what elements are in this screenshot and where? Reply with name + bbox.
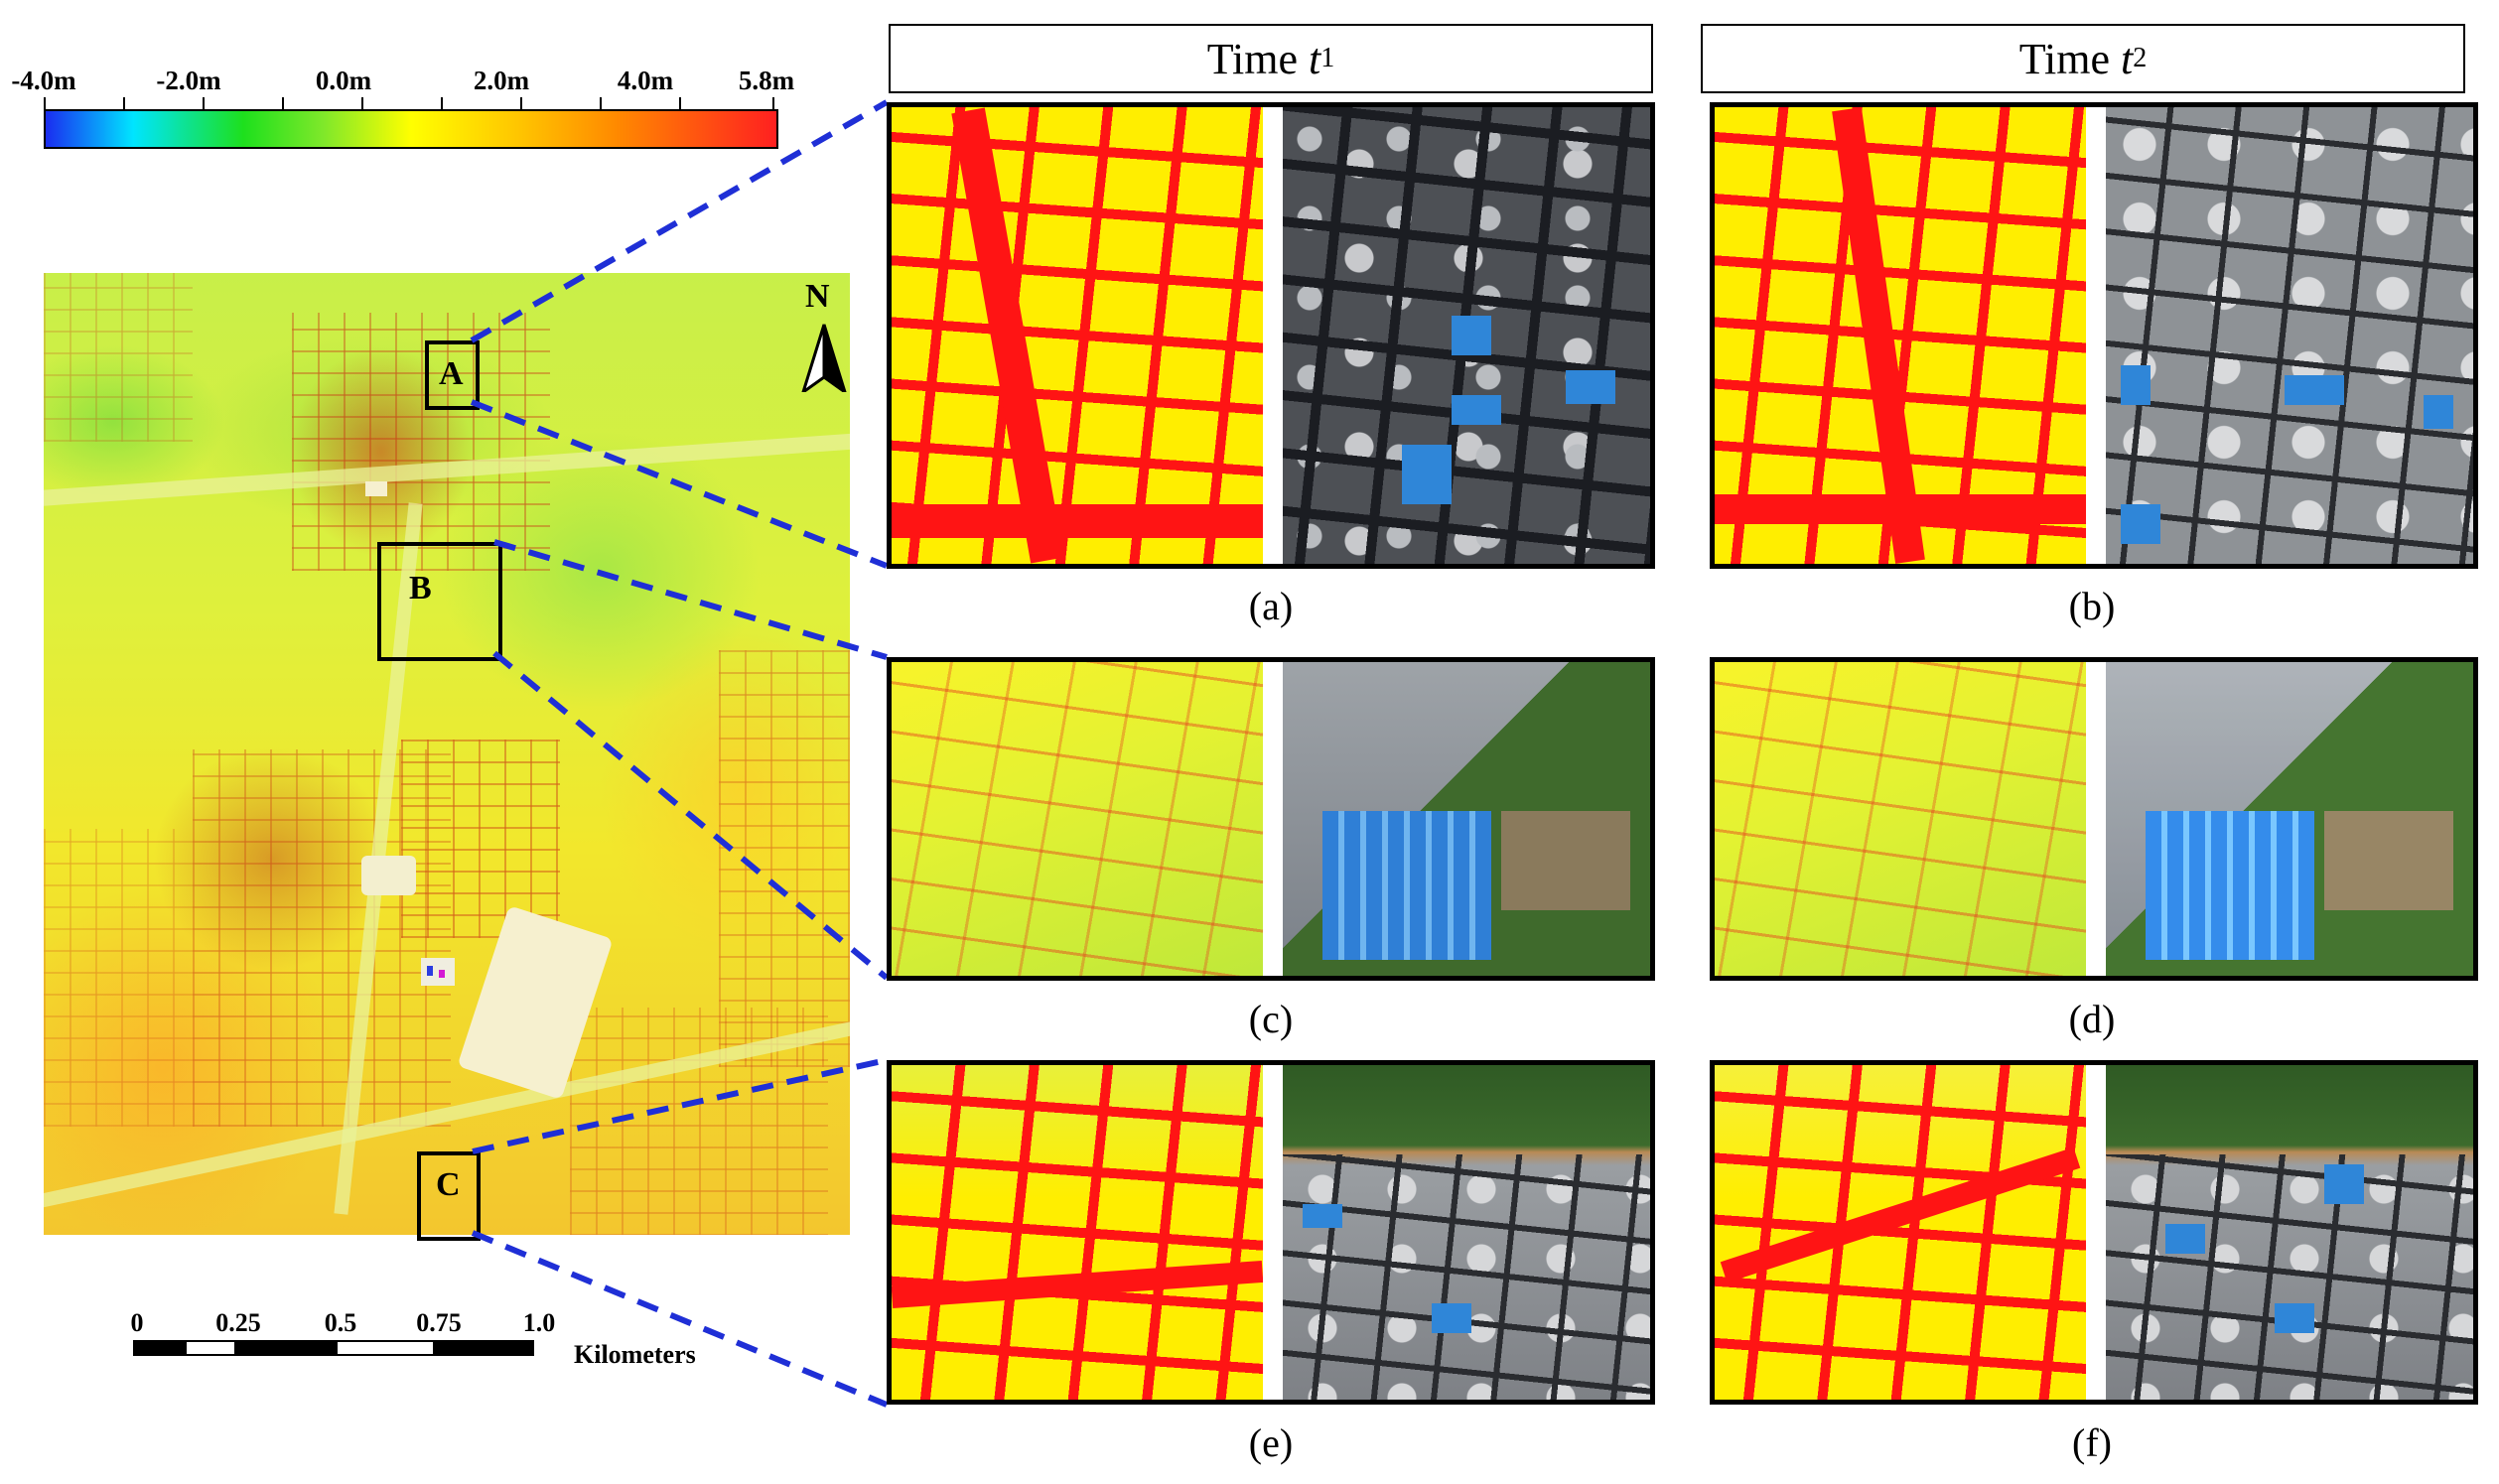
region-box-b[interactable] (377, 542, 502, 661)
built-area (44, 273, 193, 442)
scalebar-label: 1.0 (522, 1308, 556, 1337)
scalebar-segment (236, 1340, 336, 1356)
colorbar-tick (44, 97, 46, 109)
scalebar-label: 0.75 (416, 1308, 462, 1337)
scalebar-label: 0.5 (324, 1308, 357, 1337)
colorbar-label: 0.0m (315, 66, 372, 95)
colorbar-tick (520, 97, 522, 109)
aerial-photo-f (2106, 1065, 2473, 1400)
panel-a[interactable] (887, 102, 1655, 569)
scalebar-segment (336, 1340, 435, 1356)
header-sub: 2 (2133, 43, 2148, 73)
header-var: t (2121, 34, 2134, 83)
caption-f: (f) (2072, 1420, 2112, 1465)
header-sub: 1 (1320, 43, 1335, 73)
caption-c: (c) (1248, 997, 1294, 1041)
aerial-photo-e (1283, 1065, 1650, 1400)
aerial-photo-b (2106, 107, 2473, 564)
panel-d[interactable] (1710, 657, 2478, 981)
region-box-a[interactable] (425, 340, 480, 410)
colorbar-tick (441, 97, 443, 109)
built-area (193, 749, 451, 1127)
region-label-a: A (439, 355, 464, 392)
colorbar-label: 4.0m (617, 66, 674, 95)
panel-f[interactable] (1710, 1060, 2478, 1405)
no-data-patch (365, 481, 387, 496)
dsm-map-f (1715, 1065, 2086, 1400)
colorbar-tick (361, 97, 363, 109)
dsm-map-d (1715, 662, 2086, 976)
caption-e: (e) (1248, 1420, 1294, 1465)
header-var: t (1309, 34, 1321, 83)
scalebar-units: Kilometers (574, 1340, 696, 1369)
aerial-photo-d (2106, 662, 2473, 976)
aerial-photo-c (1283, 662, 1650, 976)
dsm-map-b (1715, 107, 2086, 564)
dense-built-area (401, 740, 560, 938)
north-arrow-icon (801, 324, 847, 392)
colorbar-tick (772, 97, 774, 109)
region-box-c[interactable] (417, 1151, 481, 1241)
region-label-c: C (436, 1166, 461, 1203)
elevation-colorbar (44, 109, 778, 149)
panel-b[interactable] (1710, 102, 2478, 569)
header-prefix: Time (1206, 34, 1310, 83)
caption-a: (a) (1248, 584, 1294, 628)
colorbar-label-min: -4.0m (11, 66, 76, 95)
aerial-photo-a (1283, 107, 1650, 564)
panel-e[interactable] (887, 1060, 1655, 1405)
overview-elevation-map (44, 273, 850, 1235)
region-label-b: B (409, 570, 432, 607)
colorbar-label: 2.0m (473, 66, 530, 95)
colorbar-tick (600, 97, 602, 109)
colorbar-label: -2.0m (156, 66, 221, 95)
scalebar-segment (435, 1340, 534, 1356)
colorbar-tick (679, 97, 681, 109)
scalebar-segment (185, 1340, 236, 1356)
no-data-patch (361, 856, 416, 895)
water-patch (421, 958, 455, 986)
caption-d: (d) (2068, 997, 2116, 1041)
colorbar-tick (282, 97, 284, 109)
dense-built-area (292, 313, 550, 571)
dsm-map-a (892, 107, 1263, 564)
panel-c[interactable] (887, 657, 1655, 981)
header-prefix: Time (2018, 34, 2122, 83)
dsm-map-c (892, 662, 1263, 976)
scalebar-label: 0 (130, 1308, 144, 1337)
colorbar-tick (203, 97, 205, 109)
dsm-map-e (892, 1065, 1263, 1400)
built-area (44, 829, 193, 1127)
colorbar-tick (123, 97, 125, 109)
scalebar-segment (133, 1340, 185, 1356)
scalebar-label: 0.25 (215, 1308, 261, 1337)
built-area (719, 650, 850, 1067)
caption-b: (b) (2068, 584, 2116, 628)
colorbar-label-max: 5.8m (738, 66, 795, 95)
